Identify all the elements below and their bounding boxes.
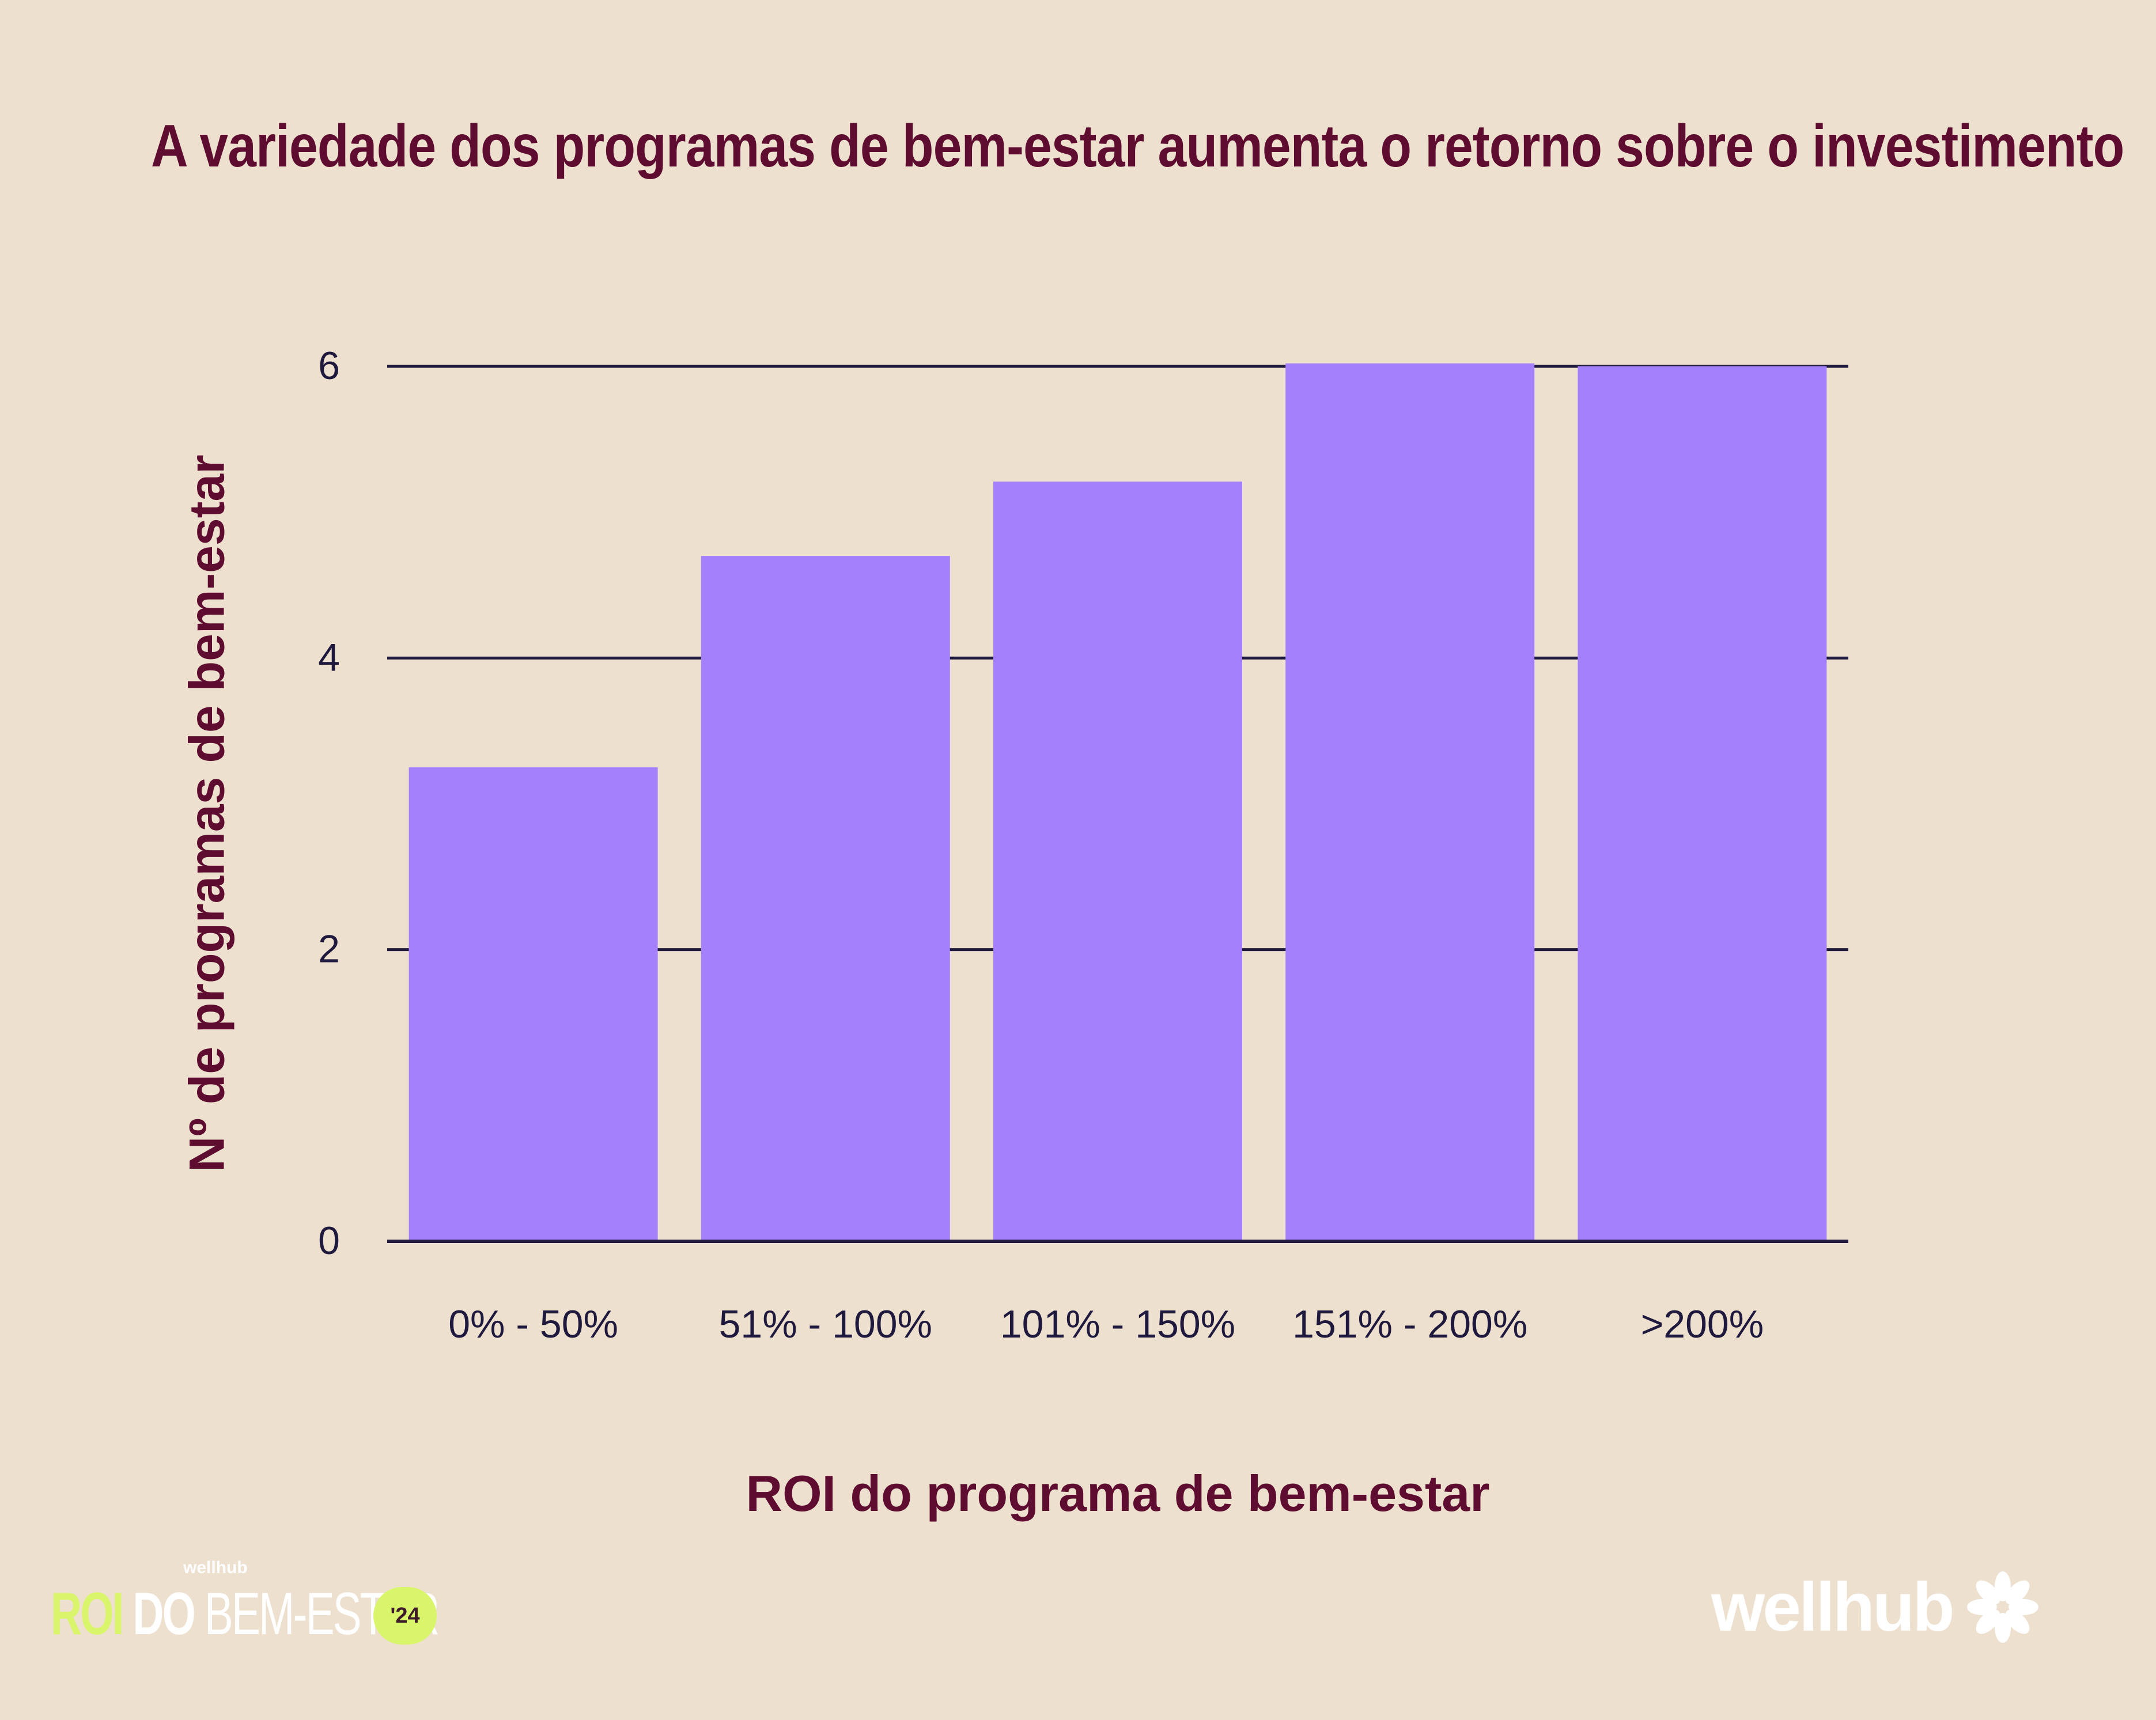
x-tick-label: >200% [1641, 1302, 1764, 1346]
wellhub-flower-icon [1966, 1571, 2038, 1643]
chart-title: A variedade dos programas de bem-estar a… [150, 113, 2124, 180]
x-tick-label: 51% - 100% [719, 1302, 932, 1346]
y-tick-labels: 0 2 4 6 [318, 344, 340, 1263]
y-axis-title: Nº de programas de bem-estar [179, 454, 235, 1172]
bars [387, 363, 1848, 1243]
bar-0 [408, 767, 658, 1241]
wellhub-logo: wellhub [1711, 1567, 2040, 1647]
y-tick-label: 0 [318, 1219, 340, 1263]
x-tick-label: 0% - 50% [448, 1302, 618, 1346]
x-tick-labels: 0% - 50% 51% - 100% 101% - 150% 151% - 200%… [448, 1302, 1764, 1346]
bar-3 [1285, 363, 1535, 1241]
badge-small-brand: wellhub [183, 1558, 248, 1577]
badge-do-text: DO [133, 1581, 195, 1647]
badge-roi-text: ROI [51, 1581, 124, 1647]
roi-do-bem-estar-logo: wellhub ROI DO BEM-ESTAR '24 [51, 1558, 440, 1650]
y-tick-label: 4 [318, 635, 340, 679]
bar-4 [1578, 366, 1827, 1241]
badge-year: '24 [373, 1587, 437, 1645]
bar-1 [701, 556, 950, 1241]
y-tick-label: 6 [318, 344, 340, 388]
x-tick-label: 151% - 200% [1292, 1302, 1527, 1346]
x-axis-title: ROI do programa de bem-estar [746, 1465, 1490, 1522]
bar-2 [993, 482, 1242, 1241]
wellhub-wordmark: wellhub [1711, 1569, 1955, 1646]
x-tick-label: 101% - 150% [1000, 1302, 1235, 1346]
y-tick-label: 2 [318, 927, 340, 971]
